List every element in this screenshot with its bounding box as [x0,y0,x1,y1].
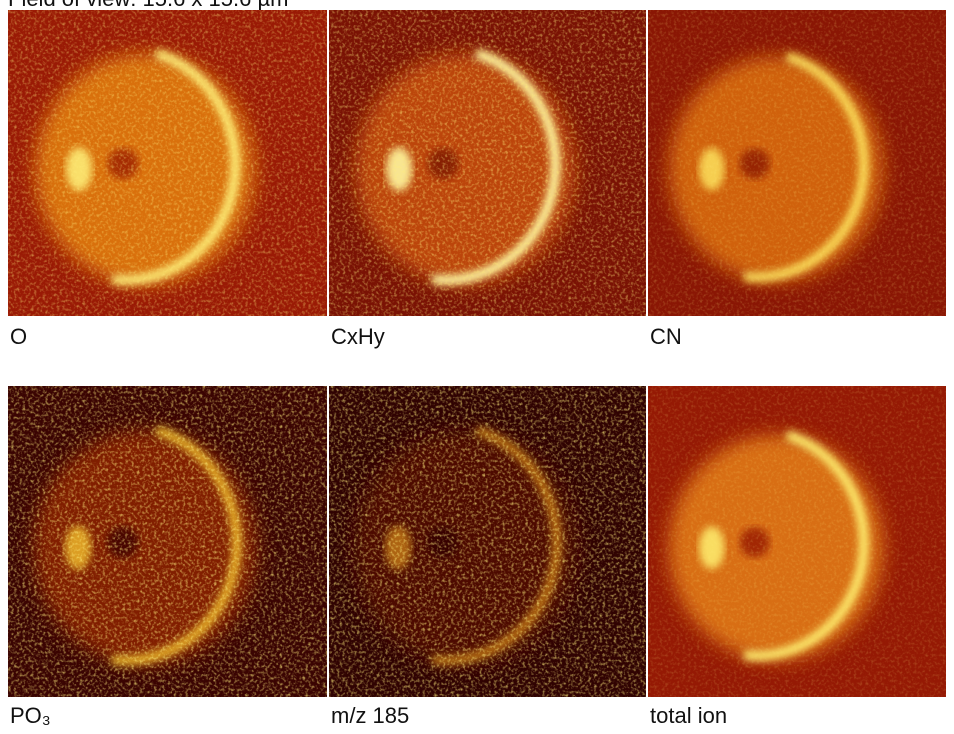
panel-label: total ion [650,703,727,728]
image-panel: m/z 185 [329,386,646,728]
figure-title: Field of view: 15.6 x 15.6 µm [8,0,288,11]
panel-label: CN [650,324,682,349]
image-panel: O [8,10,327,349]
panel-label: m/z 185 [331,703,409,728]
image-panel: CN [648,10,946,349]
panel-label: O [10,324,27,349]
image-panel: total ion [648,386,946,728]
panel-label: PO₃ [10,703,51,728]
image-panel: CxHy [329,10,646,349]
image-panel: PO₃ [8,386,327,728]
panel-label: CxHy [331,324,385,349]
figure: Field of view: 15.6 x 15.6 µm O CxHy CN PO₃… [0,0,954,729]
